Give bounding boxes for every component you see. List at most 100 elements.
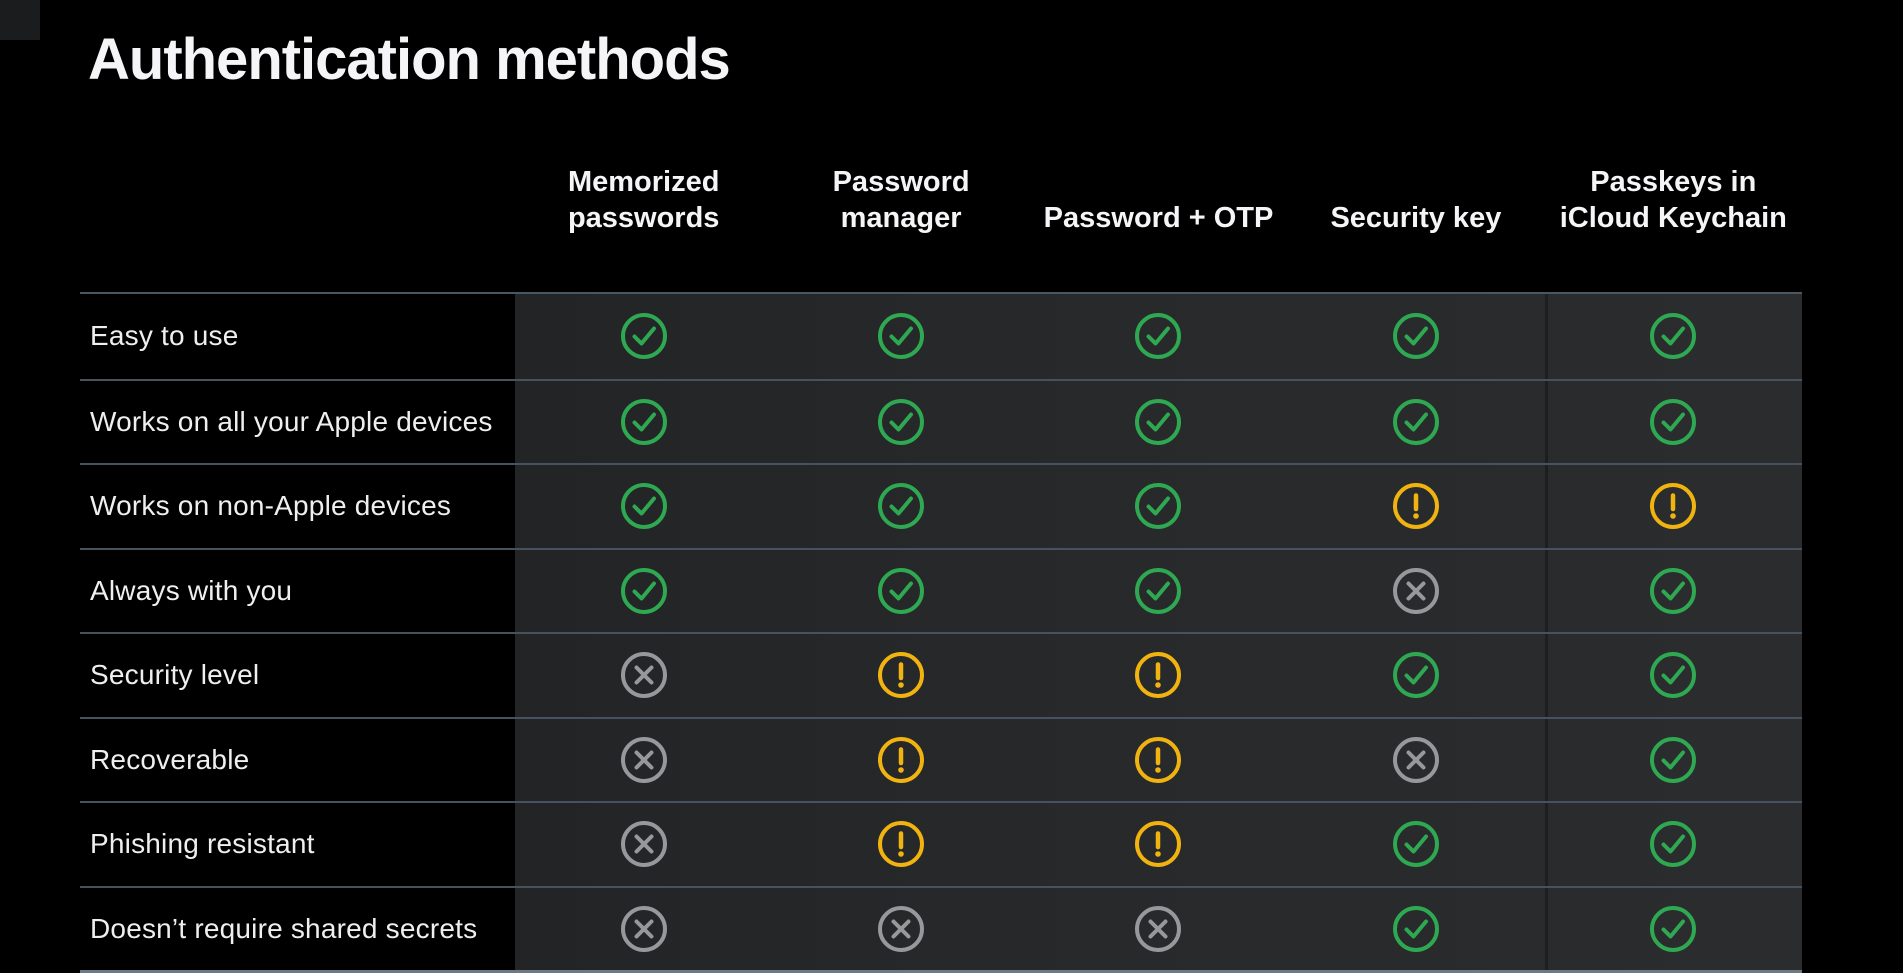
row-label: Recoverable [90,743,250,775]
table-body: Easy to use Works on all your Apple devic… [80,292,1802,973]
cross-circle-icon [620,905,667,952]
cross-circle-icon [1392,736,1439,783]
page-title: Authentication methods [88,27,731,92]
check-circle-icon [878,483,925,530]
check-circle-icon [1135,313,1182,360]
table-cell [515,803,772,886]
row-label: Doesn’t require shared secrets [90,912,478,944]
check-circle-icon [620,398,667,445]
cross-circle-icon [878,905,925,952]
warning-circle-icon [878,736,925,783]
check-circle-icon [1650,398,1697,445]
warning-circle-icon [1135,652,1182,699]
warning-circle-icon [1135,736,1182,783]
column-header-1: Memorized passwords [567,166,720,234]
table-cell [1030,465,1287,548]
table-cell [515,550,772,633]
table-row: Security level [80,632,1802,717]
table-cell [772,803,1029,886]
table-cell [772,294,1029,379]
rows-container: Easy to use Works on all your Apple devic… [80,294,1802,970]
check-circle-icon [1392,821,1439,868]
table-cell [1287,294,1544,379]
table-cell [1287,381,1544,464]
check-circle-icon [1392,398,1439,445]
warning-circle-icon [1650,483,1697,530]
corner-artifact [0,0,40,40]
row-label: Security level [90,659,260,691]
table-cell [1030,888,1287,971]
table-row: Easy to use [80,294,1802,379]
check-circle-icon [1650,905,1697,952]
table-cell [1545,465,1802,548]
row-label: Works on non-Apple devices [90,490,452,522]
table-cell [515,294,772,379]
table-cell [1287,634,1544,717]
column-header-2: Password manager [832,166,970,234]
table-cell [515,634,772,717]
row-label: Works on all your Apple devices [90,405,493,437]
table-row: Phishing resistant [80,801,1802,886]
table-cell [1545,550,1802,633]
table-cell [772,634,1029,717]
check-circle-icon [878,313,925,360]
table-cell [772,381,1029,464]
check-circle-icon [1135,398,1182,445]
check-circle-icon [620,313,667,360]
check-circle-icon [1135,483,1182,530]
row-label: Always with you [90,574,293,606]
check-circle-icon [1392,905,1439,952]
table-cell [772,465,1029,548]
warning-circle-icon [878,821,925,868]
table-row: Always with you [80,547,1802,633]
check-circle-icon [1135,567,1182,614]
cross-circle-icon [620,736,667,783]
table-cell [515,465,772,548]
cross-circle-icon [620,652,667,699]
check-circle-icon [1650,652,1697,699]
table-cell [1545,294,1802,379]
check-circle-icon [1650,313,1697,360]
authentication-methods-table: Memorized passwords Password manager Passwo… [80,110,1802,973]
table-cell [1287,550,1544,633]
table-cell [1030,550,1287,633]
table-row: Works on all your Apple devices [80,378,1802,464]
table-cell [1287,465,1544,548]
table-row: Doesn’t require shared secrets [80,885,1802,971]
check-circle-icon [1392,652,1439,699]
check-circle-icon [1650,567,1697,614]
table-cell [1030,381,1287,464]
table-cell [1030,803,1287,886]
table-cell [1545,634,1802,717]
table-cell [772,550,1029,633]
check-circle-icon [620,567,667,614]
table-header-row: Memorized passwords Password manager Passwo… [80,110,1802,292]
table-cell [1545,719,1802,802]
table-cell [1545,888,1802,971]
column-header-4: Security key [1330,202,1502,234]
table-cell [1030,634,1287,717]
table-cell [1030,719,1287,802]
table-cell [772,719,1029,802]
cross-circle-icon [1392,567,1439,614]
table-cell [1545,803,1802,886]
check-circle-icon [878,567,925,614]
check-circle-icon [1392,313,1439,360]
cross-circle-icon [620,821,667,868]
table-cell [1287,888,1544,971]
check-circle-icon [620,483,667,530]
column-header-3: Password + OTP [1043,202,1274,234]
warning-circle-icon [878,652,925,699]
table-cell [1545,381,1802,464]
check-circle-icon [878,398,925,445]
check-circle-icon [1650,736,1697,783]
check-circle-icon [1650,821,1697,868]
table-cell [515,888,772,971]
table-cell [772,888,1029,971]
cross-circle-icon [1135,905,1182,952]
table-cell [1287,719,1544,802]
table-cell [515,719,772,802]
warning-circle-icon [1392,483,1439,530]
row-label: Phishing resistant [90,828,315,860]
